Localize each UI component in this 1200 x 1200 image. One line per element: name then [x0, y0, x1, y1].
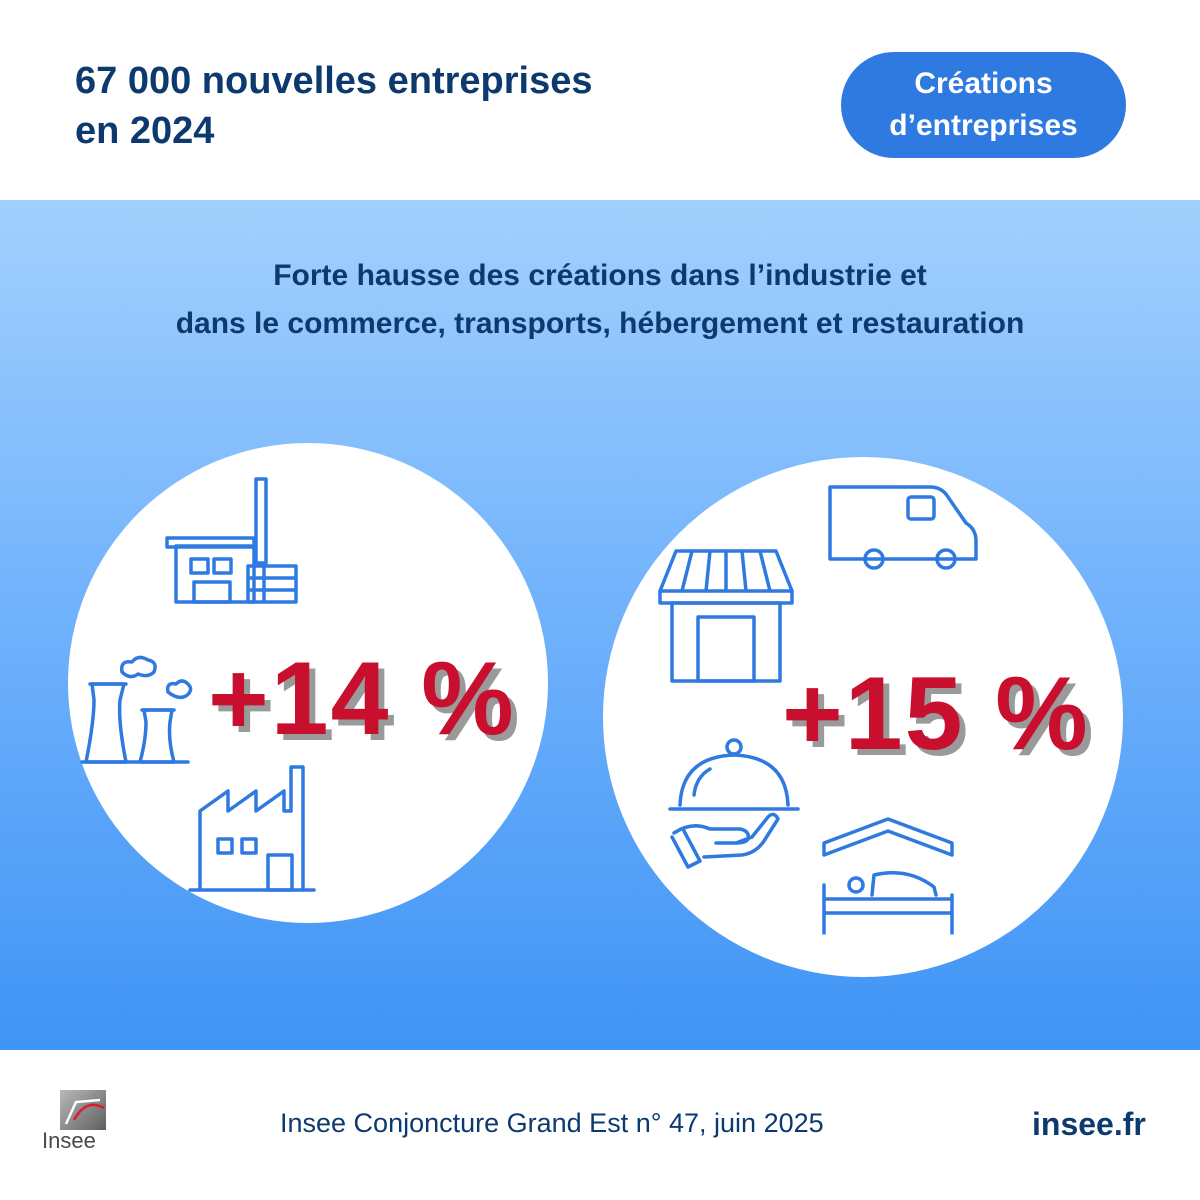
- cooling-tower-icon: [80, 655, 193, 764]
- source-citation: Insee Conjoncture Grand Est n° 47, juin …: [280, 1108, 824, 1138]
- subtitle-line-2: dans le commerce, transports, hébergemen…: [175, 307, 1025, 340]
- shop-icon: [658, 549, 794, 683]
- topic-tag-line-2: d’entreprises: [889, 109, 1078, 142]
- headline-line-2: en 2024: [75, 110, 215, 152]
- website-link[interactable]: insee.fr: [1032, 1106, 1146, 1142]
- plant-icon: [188, 765, 316, 892]
- headline-line-1: 67 000 nouvelles entreprises: [75, 60, 593, 102]
- topic-tag-line-1: Créations: [914, 67, 1053, 100]
- header: 67 000 nouvelles entreprises en 2024 Cré…: [0, 0, 1200, 200]
- cloche-icon: [668, 738, 800, 869]
- topic-tag: Créations d’entreprises: [841, 52, 1126, 158]
- industry-circle: [68, 443, 548, 923]
- subtitle: Forte hausse des créations dans l’indust…: [0, 252, 1200, 348]
- logo-text: Insee: [42, 1128, 96, 1153]
- insee-logo-icon: [60, 1090, 106, 1130]
- van-icon: [828, 485, 978, 570]
- headline: 67 000 nouvelles entreprises en 2024: [75, 56, 775, 156]
- industry-change-value: +14 %: [208, 641, 516, 757]
- commerce-circle: [603, 457, 1123, 977]
- footer: [0, 1050, 1200, 1200]
- commerce-change-value: +15 %: [782, 656, 1090, 772]
- subtitle-line-1: Forte hausse des créations dans l’indust…: [273, 259, 927, 292]
- bed-icon: [822, 817, 954, 935]
- factory-icon: [165, 477, 298, 604]
